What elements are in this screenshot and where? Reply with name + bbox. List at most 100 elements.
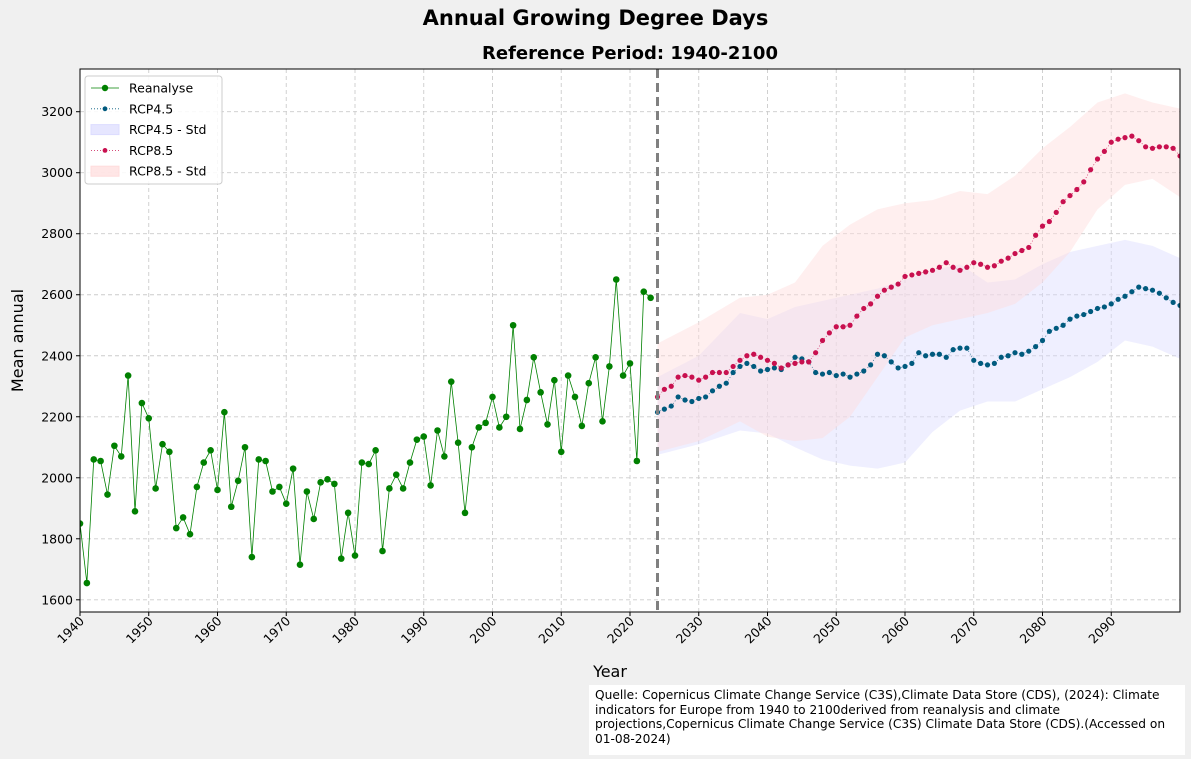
data-point	[1019, 351, 1025, 357]
legend-label: Reanalyse	[129, 81, 193, 96]
data-point	[475, 424, 483, 431]
data-point	[964, 264, 970, 270]
data-point	[888, 284, 894, 290]
y-tick-label: 3000	[41, 165, 73, 180]
data-point	[1012, 250, 1018, 257]
data-point	[758, 368, 764, 374]
data-point	[696, 395, 702, 402]
data-point	[1026, 244, 1032, 251]
data-point	[331, 480, 338, 488]
data-point	[255, 456, 263, 463]
data-point	[509, 321, 517, 329]
data-point	[819, 337, 826, 344]
data-point	[461, 509, 469, 517]
data-point	[1163, 295, 1169, 301]
x-tick-label: 1990	[398, 613, 431, 646]
data-point	[1033, 344, 1039, 350]
source-caption: Quelle: Copernicus Climate Change Servic…	[589, 685, 1185, 755]
legend-box	[84, 75, 223, 185]
data-point	[984, 264, 991, 270]
data-point	[1136, 284, 1142, 290]
data-point	[737, 363, 743, 370]
data-point	[661, 406, 667, 412]
data-point	[1060, 199, 1066, 205]
y-axis-label: Mean annual	[8, 289, 27, 392]
data-point	[1115, 136, 1121, 142]
data-point	[626, 360, 634, 367]
data-point	[854, 313, 860, 319]
data-point	[764, 366, 771, 373]
data-point	[1101, 304, 1107, 310]
data-point	[792, 360, 798, 366]
data-point	[1088, 167, 1094, 173]
x-tick-label: 2030	[673, 613, 706, 646]
data-point	[847, 374, 853, 380]
data-point	[1033, 232, 1039, 238]
data-point	[221, 408, 228, 416]
data-point	[200, 459, 208, 466]
data-point	[111, 442, 118, 450]
data-point	[365, 460, 373, 468]
data-point	[840, 324, 846, 330]
figure-suptitle: Annual Growing Degree Days	[422, 6, 769, 30]
data-point	[840, 371, 846, 377]
data-point	[661, 386, 667, 392]
data-point	[1163, 144, 1169, 150]
data-point	[90, 456, 98, 463]
chart-title: Reference Period: 1940-2100	[482, 43, 778, 64]
x-tick-label: 1970	[260, 613, 293, 646]
y-tick-label: 3200	[41, 104, 73, 119]
data-point	[874, 351, 881, 357]
data-point	[971, 260, 977, 266]
x-tick-label: 1960	[191, 613, 224, 646]
data-point	[936, 264, 942, 270]
data-point	[1005, 353, 1011, 359]
legend-label: RCP8.5	[129, 143, 173, 158]
data-point	[668, 403, 674, 409]
data-point	[406, 459, 414, 466]
legend-label: RCP4.5 - Std	[129, 122, 206, 137]
x-tick-label: 2010	[535, 613, 568, 646]
data-point	[282, 500, 290, 508]
data-point	[104, 491, 111, 498]
data-point	[1129, 133, 1135, 139]
data-point	[1081, 179, 1087, 185]
data-point	[847, 322, 853, 328]
data-point	[179, 514, 187, 521]
data-point	[152, 485, 159, 492]
data-point	[557, 448, 565, 456]
legend-label: RCP4.5	[129, 101, 173, 116]
data-point	[571, 393, 579, 401]
data-point	[489, 393, 496, 401]
data-point	[861, 305, 867, 312]
data-point	[1156, 290, 1162, 296]
data-point	[682, 397, 688, 403]
data-point	[358, 459, 366, 466]
data-point	[909, 272, 915, 278]
data-point	[833, 372, 839, 379]
x-tick-label: 1980	[329, 613, 362, 646]
data-point	[269, 488, 276, 495]
data-point	[758, 354, 764, 360]
data-point	[262, 457, 269, 465]
data-point	[1177, 153, 1180, 159]
data-point	[998, 258, 1004, 264]
data-point	[1067, 316, 1073, 322]
data-point	[640, 288, 648, 295]
data-point	[427, 482, 434, 489]
legend-label: RCP8.5 - Std	[129, 164, 206, 179]
data-point	[207, 447, 214, 454]
data-point	[1094, 156, 1101, 162]
data-point	[675, 394, 681, 400]
data-point	[792, 354, 798, 360]
legend-marker	[102, 148, 108, 153]
data-point	[1094, 305, 1101, 312]
data-point	[379, 547, 386, 555]
data-point	[1149, 287, 1156, 293]
data-point	[716, 369, 722, 376]
data-point	[482, 419, 489, 427]
data-point	[936, 351, 942, 357]
data-point	[771, 365, 777, 371]
data-point	[950, 347, 956, 353]
data-point	[1012, 350, 1018, 356]
